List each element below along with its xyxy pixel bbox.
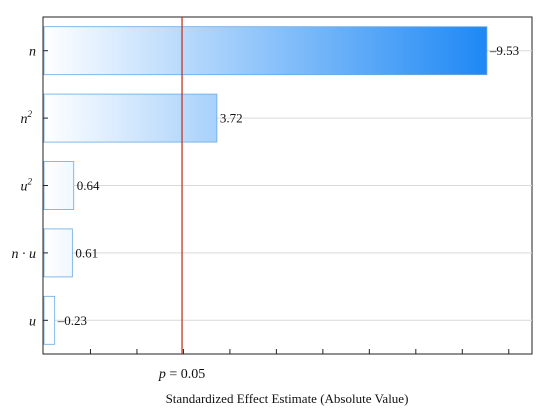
y-tick-label-row-2: n2 bbox=[21, 109, 33, 127]
significance-label: p = 0.05 bbox=[158, 367, 205, 382]
significance-label-value: = 0.05 bbox=[166, 367, 205, 382]
value-label-row-5: –0.23 bbox=[57, 313, 87, 328]
x-ticks bbox=[89, 349, 510, 354]
value-label-row-1: –9.53 bbox=[489, 43, 519, 58]
bar-row-3 bbox=[43, 161, 75, 210]
y-tick-label-row-4: n · u bbox=[12, 247, 37, 262]
y-tick-label-row-5: u bbox=[29, 314, 36, 329]
bar-row-2 bbox=[43, 93, 218, 143]
y-tick-labels: n n2 u2 n · u u bbox=[12, 45, 48, 329]
y-tick-label-row-3: u2 bbox=[21, 177, 33, 195]
y-tick-label-row-1: n bbox=[29, 45, 36, 60]
value-label-row-2: 3.72 bbox=[220, 111, 243, 126]
bars bbox=[43, 26, 488, 345]
significance-label-p: p bbox=[158, 367, 166, 382]
bar-row-4 bbox=[43, 228, 73, 278]
x-axis-title: Standardized Effect Estimate (Absolute V… bbox=[166, 391, 409, 406]
value-label-row-4: 0.61 bbox=[75, 245, 98, 260]
value-labels: –9.53 3.72 0.64 0.61 –0.23 bbox=[57, 43, 519, 328]
gridlines bbox=[43, 50, 532, 321]
bar-row-1 bbox=[43, 26, 488, 76]
value-label-row-3: 0.64 bbox=[77, 178, 100, 193]
